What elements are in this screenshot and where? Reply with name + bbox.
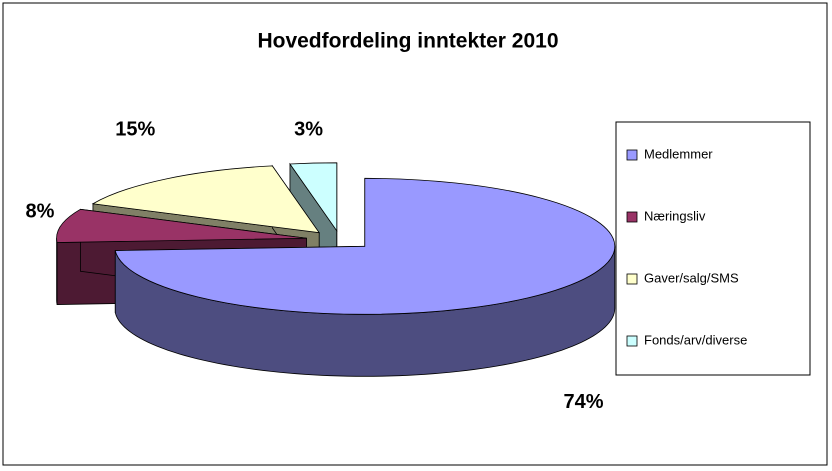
legend-swatch bbox=[626, 211, 638, 223]
legend-label: Gaver/salg/SMS bbox=[644, 270, 739, 285]
data-label: 74% bbox=[563, 391, 603, 413]
legend-swatch bbox=[626, 273, 638, 285]
legend bbox=[615, 121, 811, 376]
chart-title: Hovedfordeling inntekter 2010 bbox=[257, 30, 558, 53]
slice bbox=[56, 208, 307, 243]
legend-swatch bbox=[626, 335, 638, 347]
data-label: 8% bbox=[26, 201, 55, 223]
legend-swatch bbox=[626, 149, 638, 161]
slice bbox=[91, 165, 321, 234]
slice bbox=[114, 177, 616, 315]
legend-label: Medlemmer bbox=[644, 146, 713, 161]
data-label: 15% bbox=[115, 118, 155, 140]
legend-items: Medlemmer Næringsliv Gaver/salg/SMS Fonds/a… bbox=[626, 146, 747, 347]
pie bbox=[56, 162, 616, 377]
legend-label: Fonds/arv/diverse bbox=[644, 332, 747, 347]
data-label: 3% bbox=[294, 118, 323, 140]
slice bbox=[289, 162, 338, 233]
legend-label: Næringsliv bbox=[644, 208, 706, 223]
